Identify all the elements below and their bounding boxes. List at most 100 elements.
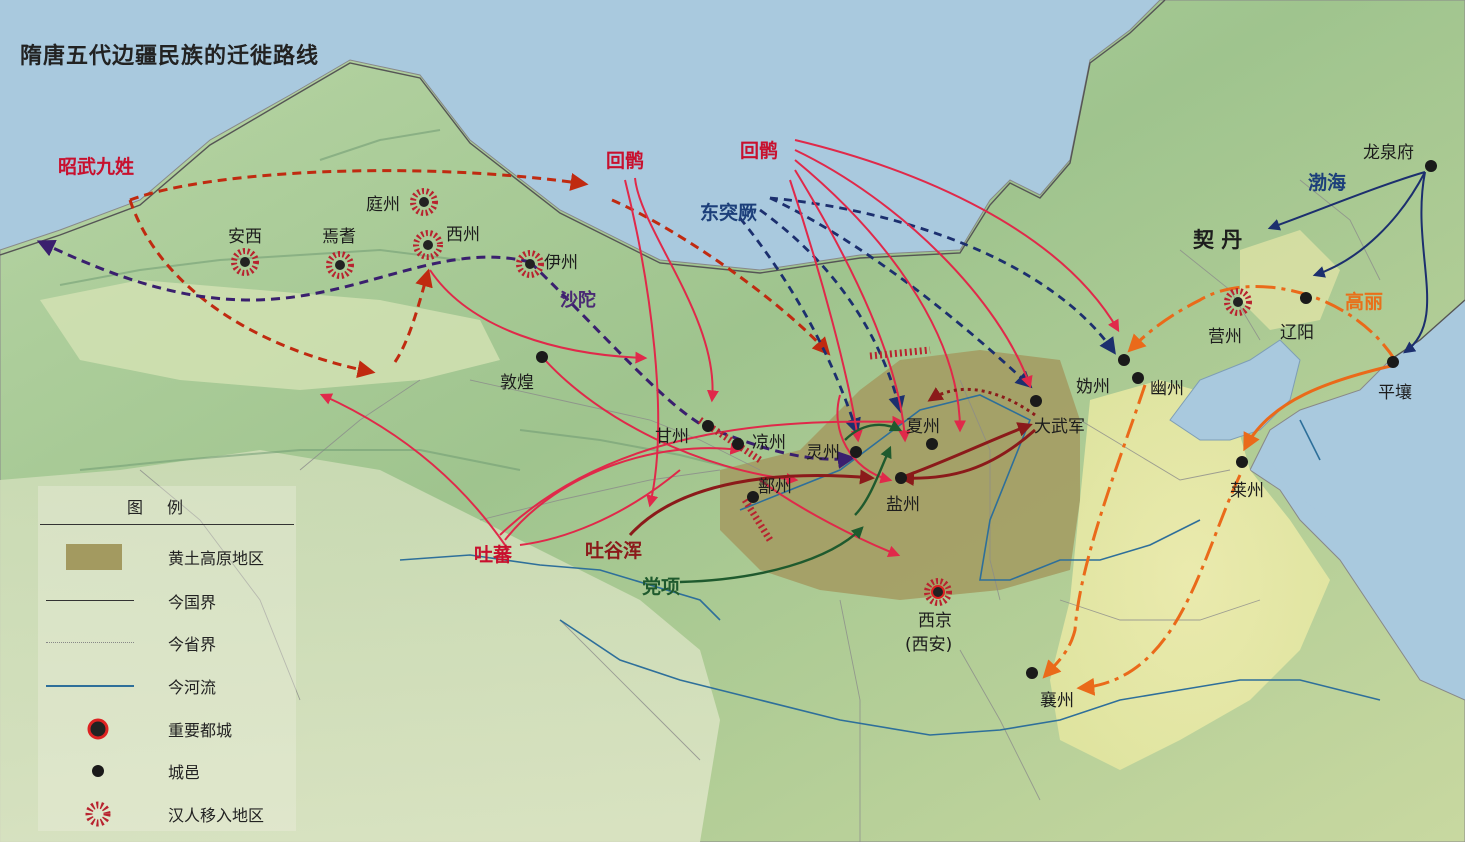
national-border-north — [0, 0, 1166, 274]
legend-national-border-line — [46, 600, 134, 601]
legend-han-label: 汉人移入地区 — [168, 806, 265, 825]
legend-item-han: 汉人移入地区 — [38, 799, 296, 829]
legend-item-provincial-border: 今省界 — [38, 628, 296, 658]
label-dongtujue: 东突厥 — [700, 202, 758, 224]
city-youzhou — [1132, 372, 1144, 384]
han-migration-yingzhou — [1224, 288, 1252, 316]
label-liaoyang: 辽阳 — [1280, 323, 1314, 343]
route-dangxiang — [679, 420, 903, 584]
han-migration-xijing — [924, 578, 952, 606]
legend-loess-swatch — [66, 544, 122, 570]
legend-item-river: 今河流 — [38, 671, 296, 701]
label-yizhou: 伊州 — [544, 253, 578, 273]
bohai-sea — [1169, 339, 1301, 441]
legend-loess-label: 黄土高原地区 — [168, 549, 265, 568]
legend-item-city: 城邑 — [38, 756, 296, 786]
legend-national-border-label: 今国界 — [168, 593, 217, 612]
legend: 图例 黄土高原地区 今国界 今省界 今河流 重要都城 城邑 汉人移入地区 — [38, 486, 296, 831]
label-yingzhou: 营州 — [1208, 327, 1242, 347]
label-yanqi: 焉耆 — [322, 227, 356, 247]
legend-item-national-border: 今国界 — [38, 586, 296, 616]
city-dots — [536, 160, 1437, 679]
han-migration-xizhou — [413, 230, 443, 260]
city-lingzhou — [850, 446, 862, 458]
label-huihu-east: 回鹘 — [740, 140, 779, 162]
city-pingrang — [1387, 356, 1399, 368]
label-qidan: 契 丹 — [1193, 228, 1243, 252]
label-huihu-west: 回鹘 — [606, 150, 645, 172]
label-dangxiang: 党项 — [642, 576, 681, 598]
city-ganzhou — [702, 420, 714, 432]
label-bohai: 渤海 — [1308, 172, 1347, 194]
label-shanzhou: 鄯州 — [758, 477, 792, 497]
city-xiangzhou — [1026, 667, 1038, 679]
route-dongtujue — [738, 196, 1116, 436]
han-migration-yanqi — [326, 251, 354, 279]
city-liaoyang — [1300, 292, 1312, 304]
label-xiazhou: 夏州 — [906, 417, 940, 437]
label-laizhou: 莱州 — [1230, 481, 1264, 501]
label-tuguhun: 吐谷浑 — [585, 540, 643, 562]
city-longquanfu — [1425, 160, 1437, 172]
label-ganzhou: 甘州 — [655, 427, 689, 447]
label-shatuo: 沙陀 — [560, 290, 596, 311]
label-lingzhou: 灵州 — [806, 443, 840, 463]
north-china-plain — [1050, 380, 1330, 770]
city-shanzhou — [747, 491, 759, 503]
label-tingzhou: 庭州 — [366, 195, 400, 215]
capital-icon — [87, 718, 109, 740]
label-xiangzhou: 襄州 — [1040, 691, 1074, 711]
label-dawujun: 大武军 — [1034, 417, 1085, 437]
mountain-ridges — [59, 129, 741, 471]
label-longquanfu: 龙泉府 — [1363, 143, 1414, 163]
han-migration-tingzhou — [410, 188, 438, 216]
label-youzhou: 幽州 — [1150, 379, 1184, 399]
legend-item-capital: 重要都城 — [38, 714, 296, 744]
legend-river-label: 今河流 — [168, 678, 217, 697]
city-laizhou — [1236, 456, 1248, 468]
legend-item-loess: 黄土高原地区 — [38, 542, 296, 572]
map-title: 隋唐五代边疆民族的迁徙路线 — [20, 44, 320, 69]
label-pingrang: 平壤 — [1378, 383, 1412, 403]
label-anxi: 安西 — [228, 227, 262, 247]
route-bohai — [1267, 171, 1429, 354]
han-migration-yizhou — [516, 250, 544, 278]
legend-divider — [40, 524, 294, 525]
han-migration-markers — [231, 188, 1252, 606]
label-yanzhou: 盐州 — [886, 495, 920, 515]
label-zhaowu: 昭武九姓 — [58, 156, 135, 178]
northeast-plain — [1240, 230, 1340, 330]
city-icon — [92, 765, 104, 777]
label-xijing-note: (西安) — [905, 635, 953, 655]
city-xiazhou — [926, 438, 938, 450]
label-tubo: 吐蕃 — [474, 544, 513, 566]
label-gaoli: 高丽 — [1345, 291, 1384, 313]
route-tuguhun — [628, 387, 1036, 537]
legend-city-label: 城邑 — [168, 763, 201, 782]
label-xijing: 西京 — [918, 611, 952, 631]
yellow-sea — [1270, 360, 1465, 640]
city-dawujun — [1030, 395, 1042, 407]
legend-river-line — [46, 685, 134, 687]
city-guizhou — [1118, 354, 1130, 366]
route-zhaowu — [128, 169, 831, 379]
route-gaoli — [1042, 285, 1397, 696]
han-migration-anxi — [231, 248, 259, 276]
label-guizhou: 妫州 — [1076, 377, 1110, 397]
han-migration-icon — [85, 801, 111, 827]
national-border-northeast — [1389, 299, 1465, 361]
city-liangzhou — [732, 438, 744, 450]
legend-provincial-border-line — [46, 642, 134, 643]
city-dunhuang — [536, 351, 548, 363]
label-liangzhou: 凉州 — [752, 433, 786, 453]
city-yanzhou — [895, 472, 907, 484]
legend-capital-label: 重要都城 — [168, 721, 233, 740]
route-shatuo — [36, 239, 856, 469]
route-tubo — [319, 269, 905, 558]
basin-area — [40, 280, 500, 390]
legend-title: 图例 — [126, 498, 207, 517]
label-dunhuang: 敦煌 — [500, 373, 534, 393]
label-xizhou: 西州 — [446, 225, 480, 245]
